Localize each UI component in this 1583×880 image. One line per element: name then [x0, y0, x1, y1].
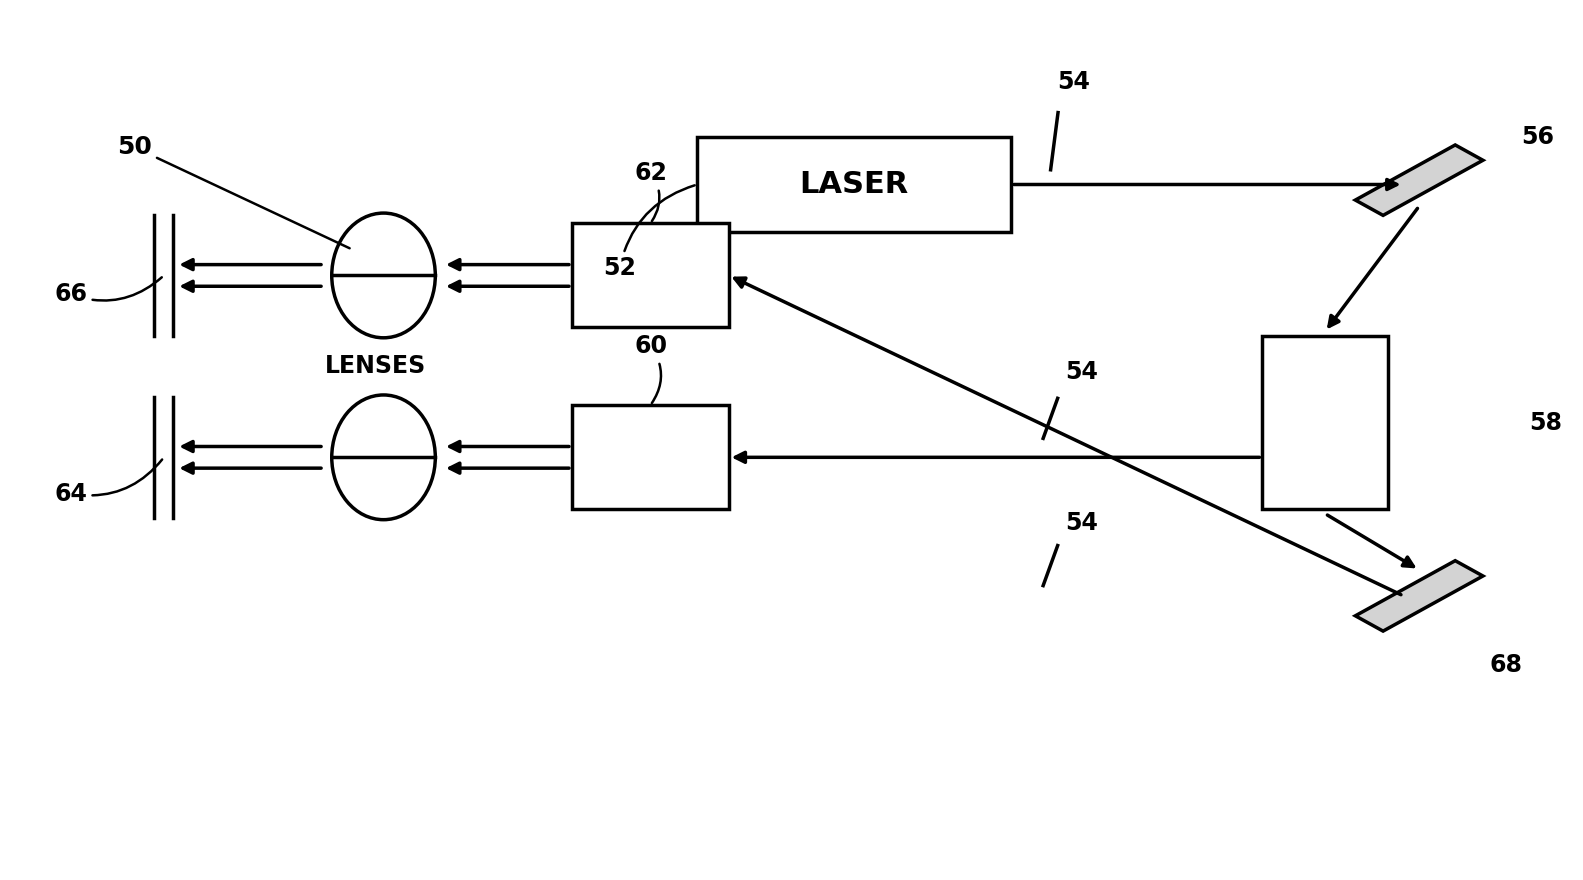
- Text: 56: 56: [1521, 125, 1555, 149]
- Ellipse shape: [332, 213, 435, 338]
- Bar: [571, 224, 728, 327]
- Ellipse shape: [332, 395, 435, 520]
- Polygon shape: [1355, 561, 1483, 631]
- Text: 54: 54: [1065, 360, 1099, 384]
- Polygon shape: [1355, 145, 1483, 216]
- Text: LENSES: LENSES: [325, 355, 426, 378]
- Text: 54: 54: [1057, 70, 1091, 93]
- Text: 64: 64: [54, 459, 161, 506]
- Text: 50: 50: [117, 136, 350, 248]
- Text: 66: 66: [54, 277, 161, 306]
- Text: 54: 54: [1065, 511, 1099, 535]
- Text: 60: 60: [635, 334, 668, 403]
- Text: 52: 52: [603, 186, 695, 281]
- Bar: [571, 406, 728, 510]
- Text: 68: 68: [1490, 653, 1523, 678]
- Text: 62: 62: [635, 161, 668, 221]
- Text: LASER: LASER: [799, 170, 909, 199]
- Bar: [1262, 336, 1388, 510]
- Bar: [698, 137, 1012, 232]
- Text: 58: 58: [1529, 411, 1562, 435]
